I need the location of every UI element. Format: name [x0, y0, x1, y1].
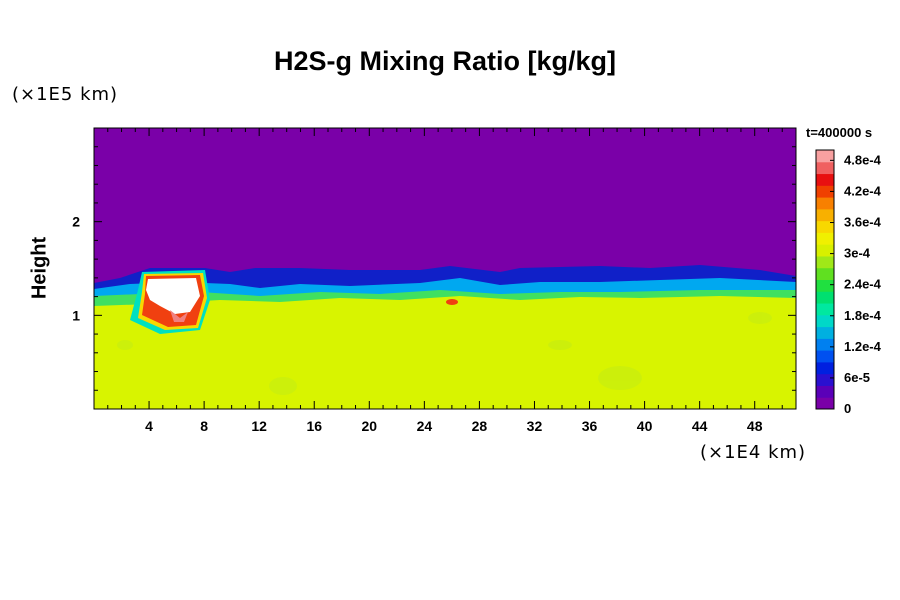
colorbar-swatch — [816, 338, 834, 351]
colorbar-label: 3.6e-4 — [844, 215, 882, 230]
y-tick-label: 1 — [72, 307, 80, 323]
time-label: t=400000 s — [806, 125, 873, 140]
y-ticks: 12 — [72, 146, 796, 391]
colorbar-swatch — [816, 161, 834, 175]
colorbar-swatch — [816, 350, 834, 363]
colorbar-label: 0 — [844, 401, 851, 416]
peak-hotspot — [130, 270, 210, 334]
x-tick-label: 40 — [637, 418, 653, 434]
x-tick-label: 16 — [306, 418, 322, 434]
colorbar-label: 4.2e-4 — [844, 183, 882, 198]
x-tick-label: 24 — [417, 418, 433, 434]
chart-title: H2S-g Mixing Ratio [kg/kg] — [273, 46, 616, 76]
x-tick-label: 44 — [692, 418, 708, 434]
colorbar-swatch — [816, 197, 834, 210]
colorbar-swatch — [816, 279, 834, 292]
colorbar-swatch — [816, 244, 834, 257]
colorbar-swatch — [816, 373, 834, 386]
x-tick-label: 36 — [582, 418, 598, 434]
colorbar-swatch — [816, 185, 834, 198]
x-tick-label: 12 — [251, 418, 267, 434]
plot-field — [94, 128, 796, 409]
x-ticks: 4 8 12 16 20 24 28 32 36 40 44 48 — [107, 128, 783, 434]
red-streak — [446, 299, 458, 305]
colorbar-swatch — [816, 173, 834, 186]
colorbar-swatch — [816, 326, 834, 339]
x-tick-label: 48 — [747, 418, 763, 434]
colorbar-label: 2.4e-4 — [844, 277, 882, 292]
colorbar-swatch — [816, 255, 834, 269]
colorbar-swatch — [816, 385, 834, 398]
colorbar-swatch — [816, 220, 834, 233]
colorbar-label: 1.2e-4 — [844, 339, 882, 354]
colorbar-frame — [815, 149, 835, 410]
x-axis-unit: (×1E4 km) — [700, 442, 807, 463]
colorbar-swatch — [816, 232, 834, 245]
colorbar-swatch — [816, 267, 834, 280]
colorbar-label: 1.8e-4 — [844, 308, 882, 323]
colorbar-swatch — [816, 361, 834, 375]
colorbar-swatch — [816, 303, 834, 316]
x-tick-label: 28 — [472, 418, 488, 434]
colorbar-label: 6e-5 — [844, 370, 870, 385]
colorbar-swatch — [816, 397, 834, 410]
colorbar-label: 3e-4 — [844, 246, 871, 261]
colorbar-label: 4.8e-4 — [844, 152, 882, 167]
x-tick-label: 8 — [200, 418, 208, 434]
colorbar-swatch — [816, 314, 834, 328]
colorbar: 0 6e-5 1.2e-4 1.8e-4 2.4e-4 3e-4 3.6e-4 4.2e-4 4… — [815, 149, 882, 416]
x-tick-label: 4 — [145, 418, 153, 434]
x-tick-label: 20 — [362, 418, 378, 434]
colorbar-swatch — [816, 150, 834, 163]
colorbar-swatch — [816, 208, 834, 222]
y-axis-unit: (×1E5 km) — [12, 84, 119, 105]
x-tick-label: 32 — [527, 418, 543, 434]
colorbar-swatch — [816, 291, 834, 304]
y-tick-label: 2 — [72, 214, 80, 230]
lower-eddies — [117, 312, 772, 395]
plot-frame — [93, 127, 797, 410]
